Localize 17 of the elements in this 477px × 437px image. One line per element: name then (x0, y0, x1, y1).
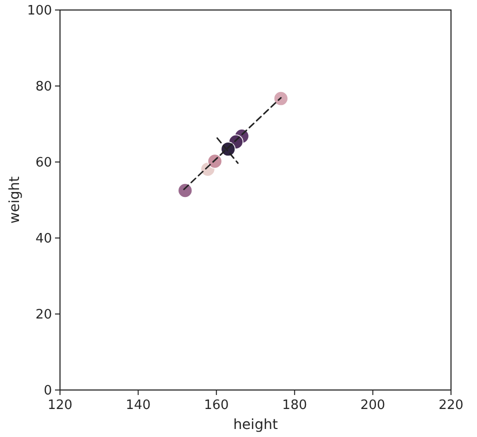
point (207, 154, 222, 169)
point (274, 91, 288, 106)
x-tick-label: 200 (360, 398, 386, 413)
y-tick-label: 40 (35, 232, 52, 247)
x-tick-label: 220 (438, 398, 464, 413)
y-tick-label: 60 (35, 156, 52, 171)
x-tick-label: 160 (204, 398, 229, 413)
y-tick-label: 20 (35, 308, 52, 323)
x-tick-label: 180 (282, 398, 308, 413)
point (178, 183, 193, 198)
x-tick-label: 120 (48, 398, 72, 413)
y-tick-label: 100 (27, 4, 52, 19)
y-axis-title: weight (7, 176, 23, 224)
x-axis-title: height (233, 417, 278, 433)
y-tick-label: 0 (44, 384, 52, 399)
y-tick-label: 80 (35, 80, 52, 95)
x-tick-label: 140 (126, 398, 151, 413)
